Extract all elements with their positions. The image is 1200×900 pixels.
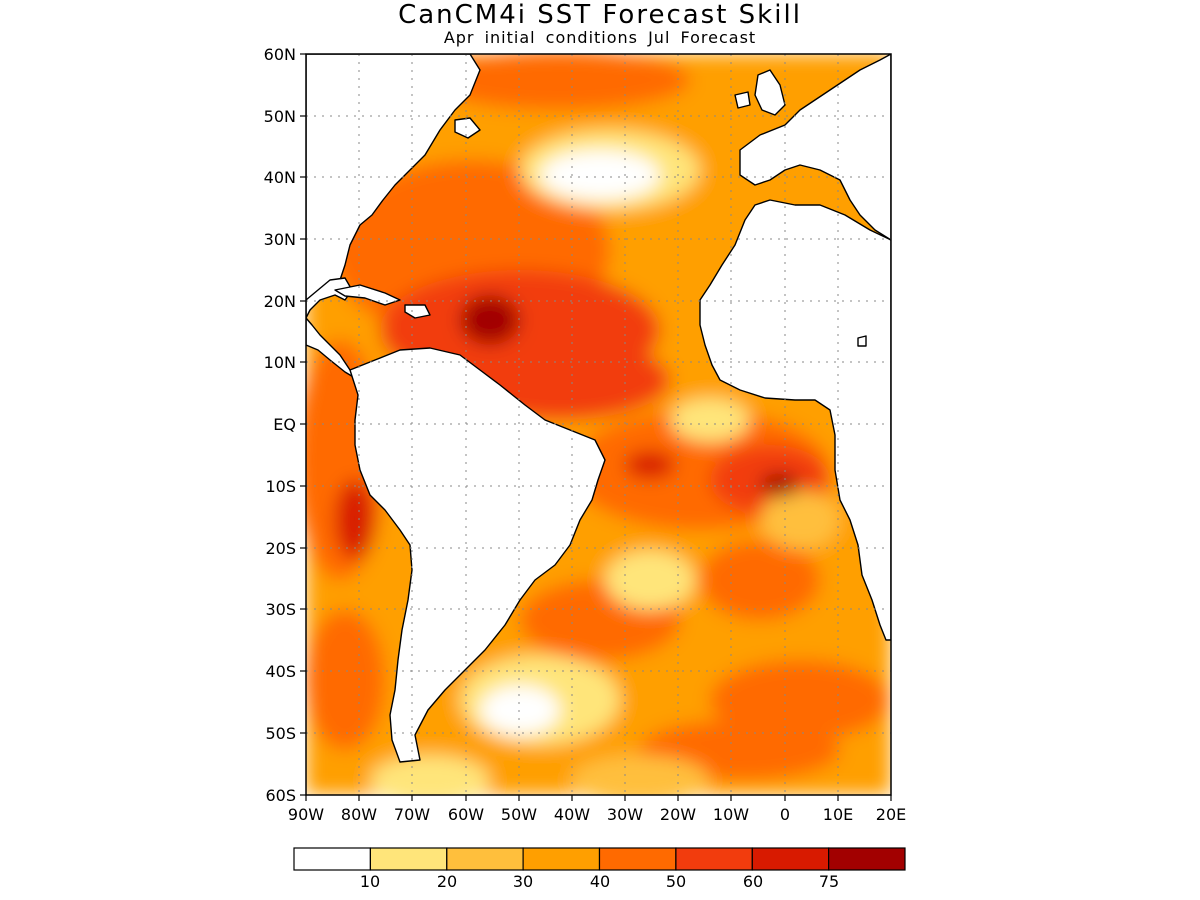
colorbar-label: 10	[360, 872, 380, 891]
colorbar-swatch	[369, 847, 448, 871]
colorbar-swatch	[827, 847, 906, 871]
lat-axis-labels: 60N 50N 40N 30N 20N 10N EQ 10S 20S 30S 4…	[264, 45, 296, 805]
colorbar-label: 30	[513, 872, 533, 891]
lon-label: 70W	[394, 805, 430, 824]
colorbar-label: 60	[743, 872, 763, 891]
lon-label: 20E	[876, 805, 906, 824]
lat-label: 30N	[264, 230, 296, 249]
lon-label: 10W	[713, 805, 749, 824]
colorbar-label: 75	[819, 872, 839, 891]
lat-label: EQ	[273, 415, 296, 434]
lon-label: 30W	[607, 805, 643, 824]
lat-label: 30S	[265, 600, 296, 619]
grid-lines	[306, 54, 891, 795]
lat-label: 40N	[264, 168, 296, 187]
colorbar-swatch	[522, 847, 601, 871]
lat-label: 10S	[265, 477, 296, 496]
colorbar-swatch	[446, 847, 524, 871]
colorbar-swatch	[675, 847, 753, 871]
colorbar-swatch	[598, 847, 677, 871]
lat-label: 60N	[264, 45, 296, 64]
colorbar: 10 20 30 40 50 60 75	[293, 847, 906, 891]
map-subtitle: Apr initial conditions Jul Forecast	[443, 28, 757, 47]
lat-label: 20N	[264, 292, 296, 311]
tick-marks	[300, 53, 892, 801]
lat-label: 50N	[264, 107, 296, 126]
lon-label: 0	[780, 805, 790, 824]
lat-label: 10N	[264, 353, 296, 372]
lat-label: 40S	[265, 662, 296, 681]
map-title: CanCM4i SST Forecast Skill	[398, 0, 802, 30]
colorbar-swatch	[293, 847, 372, 871]
lon-label: 60W	[448, 805, 484, 824]
skill-field	[306, 54, 891, 795]
land-outline	[306, 54, 891, 763]
lon-label: 80W	[341, 805, 377, 824]
colorbar-label: 20	[437, 872, 457, 891]
lat-label: 20S	[265, 539, 296, 558]
lon-label: 40W	[554, 805, 590, 824]
lat-label: 60S	[265, 786, 296, 805]
lat-label: 50S	[265, 724, 296, 743]
lon-label: 90W	[288, 805, 324, 824]
lon-label: 20W	[660, 805, 696, 824]
lon-label: 50W	[501, 805, 537, 824]
colorbar-label: 40	[590, 872, 610, 891]
colorbar-swatch	[751, 847, 830, 871]
lon-label: 10E	[823, 805, 853, 824]
colorbar-label: 50	[666, 872, 686, 891]
lon-axis-labels: 90W 80W 70W 60W 50W 40W 30W 20W 10W 0 10…	[288, 805, 906, 824]
